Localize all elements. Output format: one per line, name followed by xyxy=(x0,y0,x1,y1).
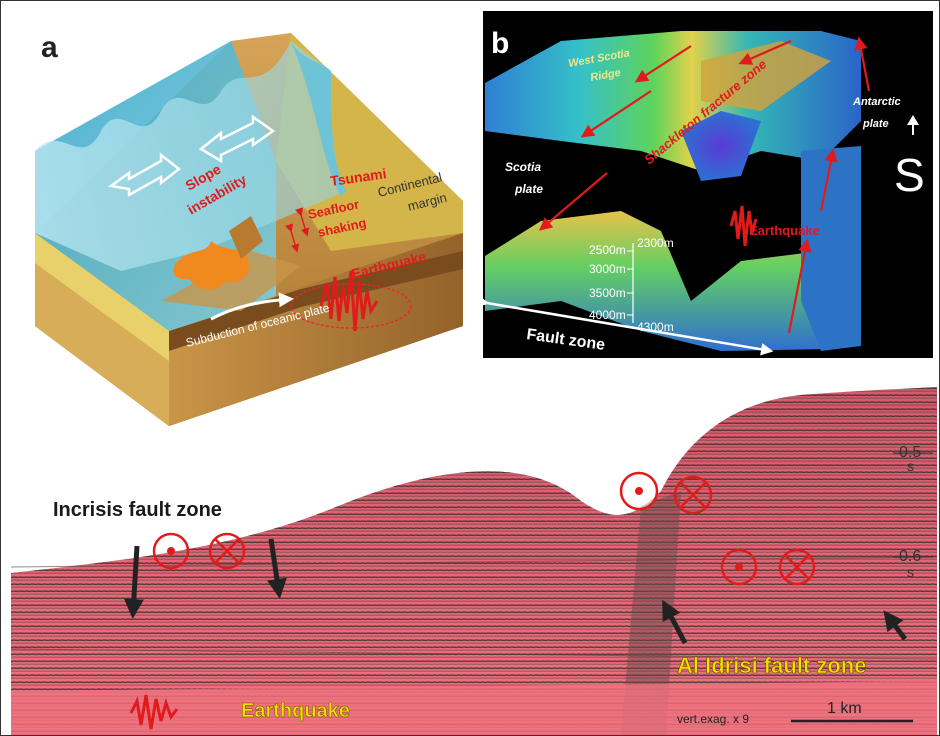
al-idrisi-fault-zone-label: Al Idrisi fault zone xyxy=(677,653,866,678)
orientation-letter: S xyxy=(894,149,925,201)
antarctic-plate-label-line1: Antarctic xyxy=(852,96,901,108)
panel-b-bathymetry: 2500m 3000m 3500m 4000m 2300m 4300m b We… xyxy=(476,11,933,358)
incrisis-fault-zone-label: Incrisis fault zone xyxy=(53,499,222,521)
wave-crest-shadow xyxy=(291,41,346,196)
landslide-scar xyxy=(229,216,263,259)
out-of-page-symbol xyxy=(152,532,190,570)
ridge-crest xyxy=(701,41,831,111)
depth-tick-label: 3500m xyxy=(589,286,626,300)
panel-a-letter: a xyxy=(41,31,58,64)
panel-a-block-diagram: a Tsunami Slope instability Seafloor sha… xyxy=(35,31,463,426)
earthquake-label-c: Earthquake xyxy=(241,700,350,722)
panel-c-seismic-profile: Incrisis fault zone Al Idrisi fault zone… xyxy=(10,387,938,735)
into-page-symbol xyxy=(208,532,246,570)
depth-tick-label: 4000m xyxy=(589,308,626,322)
fracture-trough xyxy=(681,111,761,181)
depth-tick-label: 2500m xyxy=(589,243,626,257)
fault-pointer-arrows xyxy=(123,538,907,645)
out-of-page-symbol xyxy=(720,548,758,586)
scale-bar-label: 1 km xyxy=(827,700,862,717)
seismic-reflectors xyxy=(11,387,937,735)
tsunami-wave xyxy=(35,41,346,271)
out-of-page-symbol xyxy=(619,471,659,511)
seafloor-shaking-arrows xyxy=(285,207,310,253)
front-sediment-layer xyxy=(35,233,169,361)
into-page-symbol xyxy=(778,548,816,586)
twt-guide-line xyxy=(10,648,938,660)
west-scotia-ridge-label-line2: Ridge xyxy=(589,67,621,84)
panel-b-letter: b xyxy=(491,27,509,60)
vertical-exaggeration-label: vert.exag. x 9 xyxy=(677,712,749,726)
north-arrow-icon xyxy=(907,115,919,135)
seismogram-icon-c xyxy=(129,694,179,730)
fault-zone-arrow xyxy=(476,295,774,356)
twt-unit-label: s xyxy=(907,458,914,474)
into-page-symbol xyxy=(673,475,713,515)
oceanic-plate-layer xyxy=(169,251,463,351)
twt-unit-label: s xyxy=(907,564,914,580)
scotia-plate-label-line1: Scotia xyxy=(505,160,541,174)
right-fault-wall xyxy=(801,146,861,351)
subduction-arrow xyxy=(210,292,294,321)
depth-tick-label: 3000m xyxy=(589,262,626,276)
slope-double-arrow xyxy=(107,152,182,198)
depth-marker-label: 2300m xyxy=(637,236,674,250)
landslide-fan xyxy=(173,241,250,290)
fault-motion-arrows xyxy=(538,36,871,334)
tsunami-double-arrow xyxy=(198,114,276,164)
antarctic-plate-label-line2: plate xyxy=(862,118,889,130)
scotia-plate-label-line2: plate xyxy=(514,182,543,196)
seismogram-icon-b xyxy=(729,205,758,247)
tsunami-label: Tsunami xyxy=(329,165,387,189)
basement-zone xyxy=(11,681,937,735)
earthquake-label-b: Earthquake xyxy=(749,223,820,238)
seismogram-icon xyxy=(319,270,379,332)
fault-scarp xyxy=(621,491,681,735)
